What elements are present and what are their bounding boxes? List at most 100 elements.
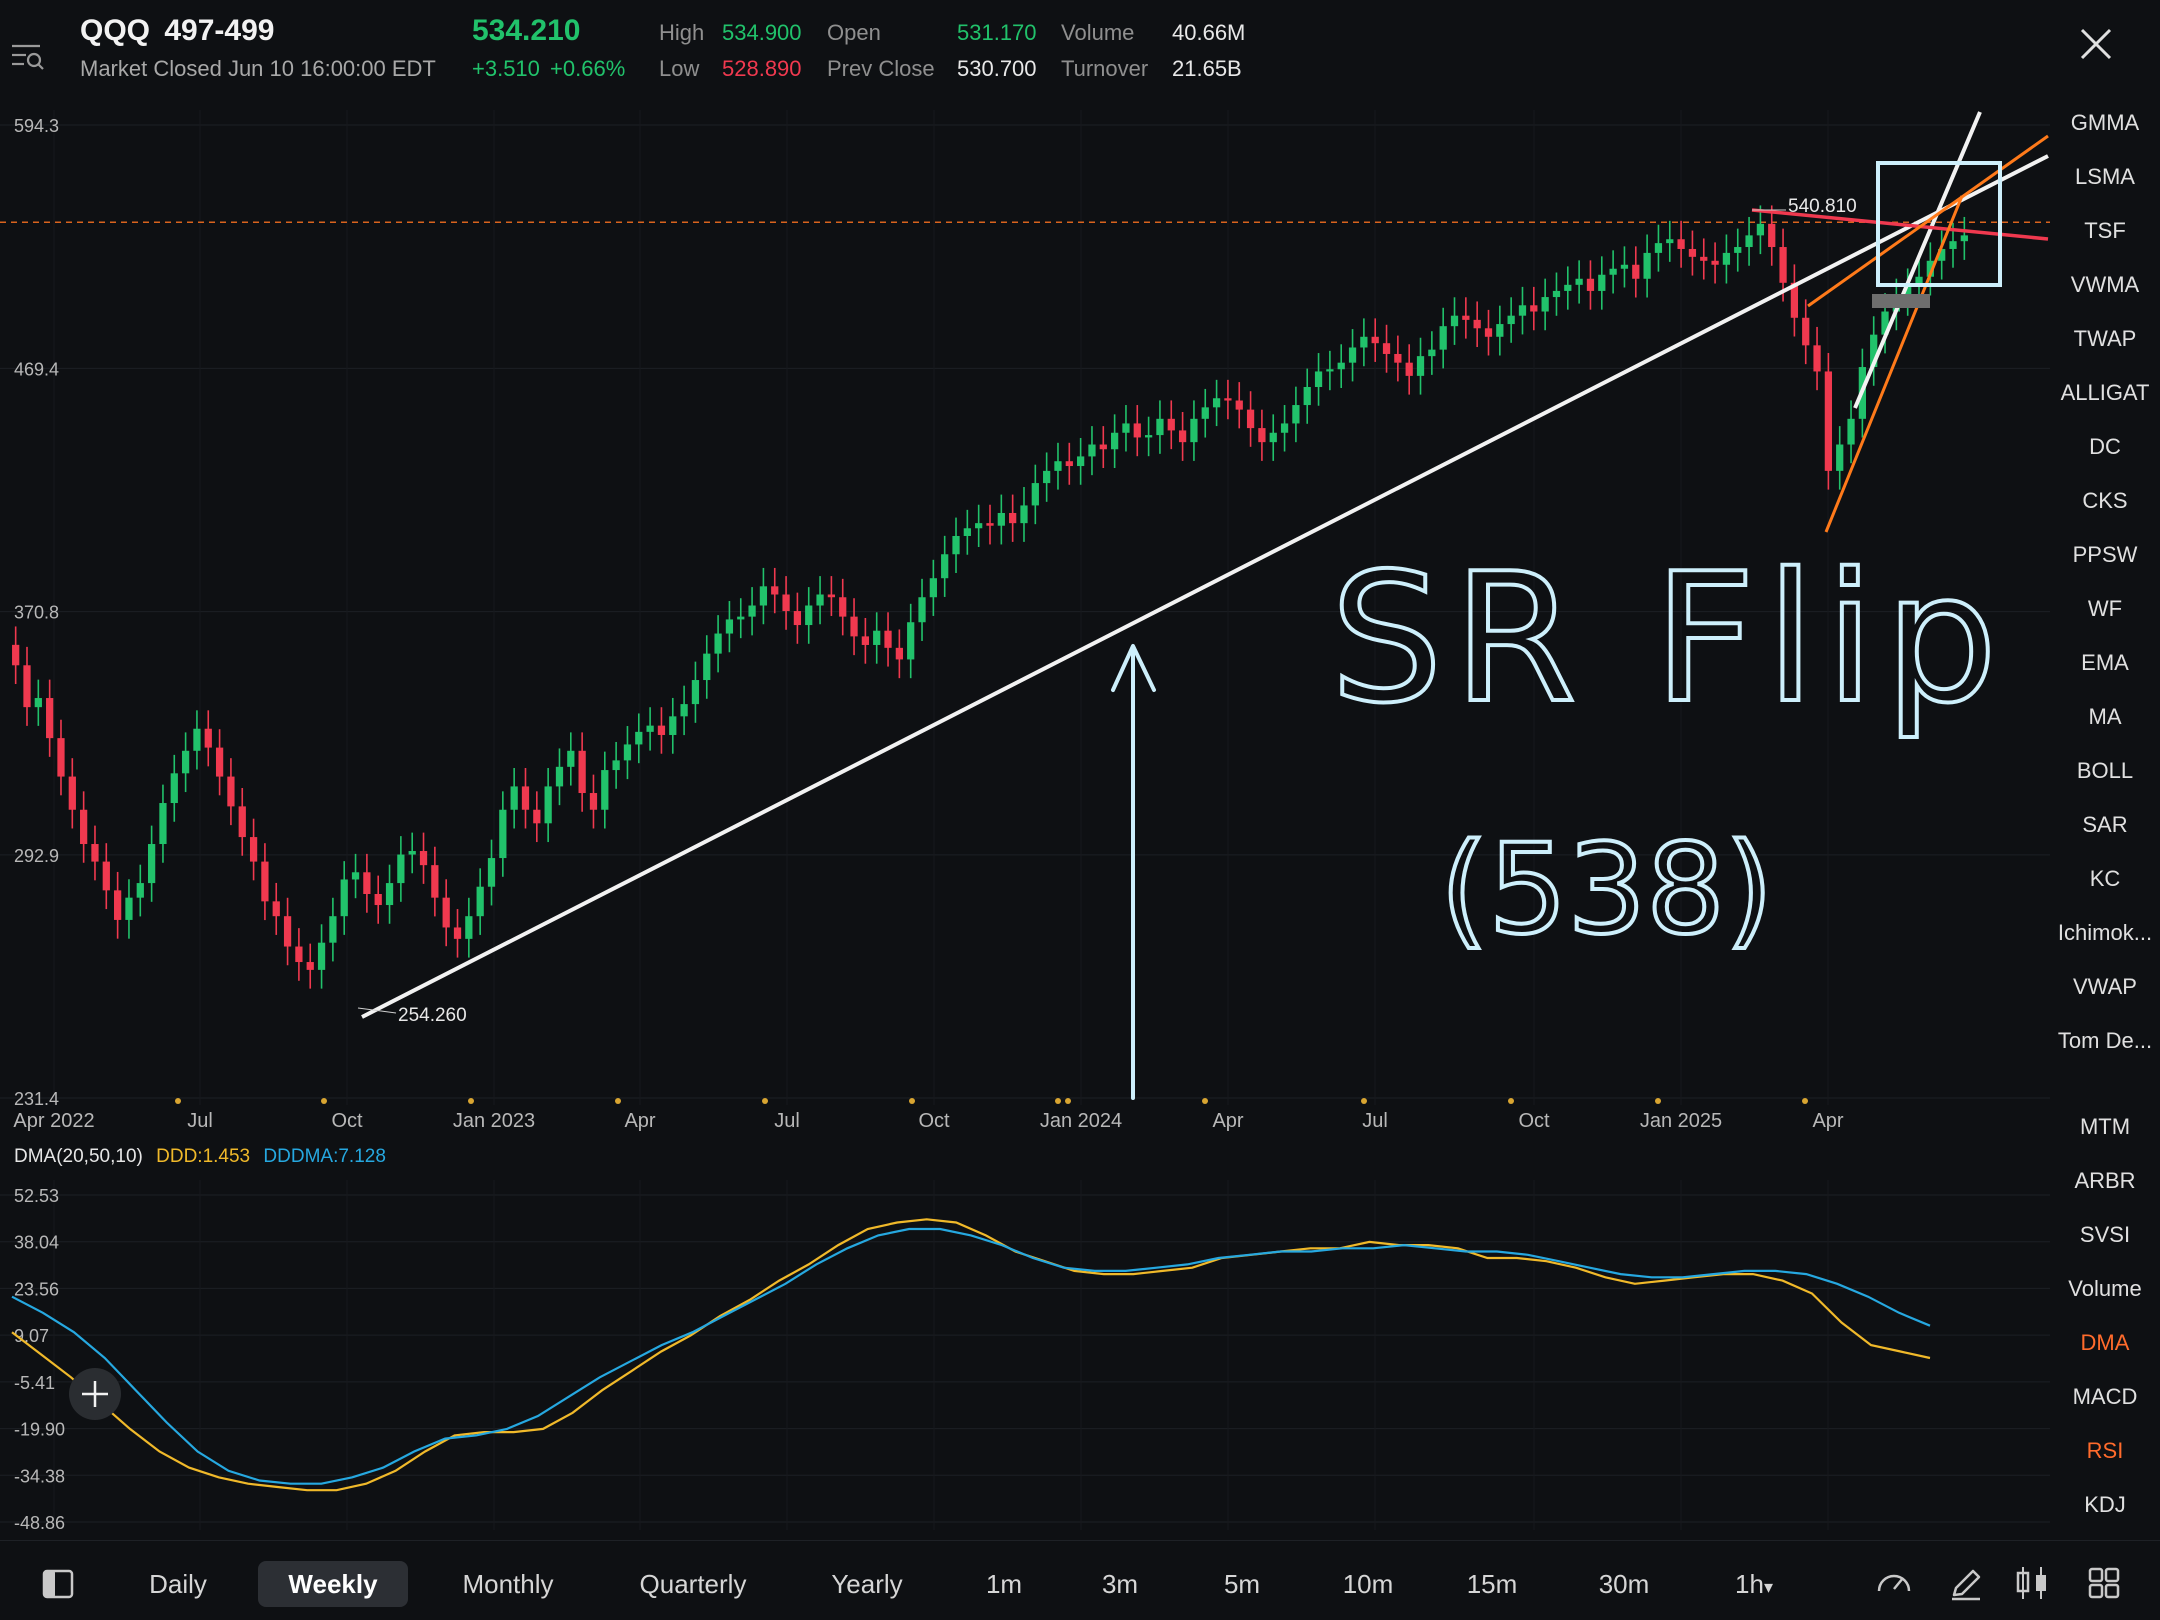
candle xyxy=(1450,297,1459,345)
grid-icon[interactable] xyxy=(2082,1561,2126,1605)
speedometer-icon[interactable] xyxy=(1872,1561,1916,1605)
candle xyxy=(1099,426,1107,468)
sidebar-indicator-volume[interactable]: Volume xyxy=(2068,1276,2142,1301)
sidebar-overlay-ma[interactable]: MA xyxy=(2088,704,2122,729)
sidebar-overlay-kc[interactable]: KC xyxy=(2089,866,2121,891)
candle xyxy=(793,592,802,644)
candle xyxy=(1722,234,1731,284)
pen-icon[interactable] xyxy=(1944,1561,1988,1605)
timeframe-1m[interactable]: 1m xyxy=(985,1569,1023,1599)
sidebar-indicator-dma[interactable]: DMA xyxy=(2080,1330,2130,1355)
sidebar-overlay-boll[interactable]: BOLL xyxy=(2076,758,2134,783)
sidebar-overlay-dc[interactable]: DC xyxy=(2089,434,2121,459)
timeframe-yearly[interactable]: Yearly xyxy=(831,1569,903,1599)
indicator-legend[interactable]: DMA(20,50,10) DDD:1.453 DDDMA:7.128 xyxy=(14,1146,394,1168)
close-icon[interactable] xyxy=(2076,24,2116,64)
candle xyxy=(1507,297,1515,343)
timeframe-15m[interactable]: 15m xyxy=(1466,1569,1518,1599)
turnover-label: Turnover xyxy=(1061,56,1149,81)
candle xyxy=(567,732,575,786)
candle xyxy=(147,825,156,902)
sidebar-overlay-wf[interactable]: WF xyxy=(2087,596,2123,621)
low-price-label: 254.260 xyxy=(398,1005,467,1026)
candle xyxy=(895,629,903,679)
timeframe-10m[interactable]: 10m xyxy=(1342,1569,1394,1599)
candle xyxy=(1043,452,1051,502)
sidebar-overlay-tsf[interactable]: TSF xyxy=(2084,218,2126,243)
sidebar-overlay-lsma[interactable]: LSMA xyxy=(2075,164,2135,189)
price-tick-label: 292.9 xyxy=(14,846,59,866)
timeframe-3m[interactable]: 3m xyxy=(1101,1569,1139,1599)
candle xyxy=(170,754,178,822)
sidebar-overlay-ppsw[interactable]: PPSW xyxy=(2072,542,2138,567)
candle xyxy=(861,617,870,664)
high-label: High xyxy=(659,20,705,45)
sidebar-overlay-vwap[interactable]: VWAP xyxy=(2073,974,2137,999)
timeframe-daily[interactable]: Daily xyxy=(149,1569,207,1599)
candle xyxy=(1246,391,1255,447)
sidebar-overlay-cks[interactable]: CKS xyxy=(2082,488,2128,513)
candle xyxy=(351,853,360,899)
sidebar-overlay-tomde[interactable]: Tom De... xyxy=(2057,1028,2153,1053)
candle xyxy=(1337,344,1345,388)
sidebar-overlay-gmma[interactable]: GMMA xyxy=(2070,110,2140,135)
candle-type-icon[interactable] xyxy=(2011,1561,2055,1605)
sidebar-overlay-alligat[interactable]: ALLIGAT xyxy=(2060,380,2150,405)
annotations: 540.810 254.260 SR Flip (538) xyxy=(357,196,2008,1100)
indicator-tick-label: 9.07 xyxy=(14,1326,49,1346)
sidebar-overlay-ichimok[interactable]: Ichimok... xyxy=(2057,920,2153,945)
low-marker-line xyxy=(357,1007,397,1014)
event-dot xyxy=(762,1098,768,1104)
timeframe-5m[interactable]: 5m xyxy=(1223,1569,1261,1599)
sidebar-indicator-rsi[interactable]: RSI xyxy=(2086,1438,2124,1463)
candle xyxy=(703,635,711,699)
candle xyxy=(1552,272,1561,316)
candle xyxy=(465,897,473,958)
sidebar-indicator-kdj[interactable]: KDJ xyxy=(2084,1492,2126,1517)
candle xyxy=(374,875,382,924)
candle xyxy=(1235,382,1243,429)
candle xyxy=(487,839,496,906)
candle xyxy=(1439,307,1447,369)
ticker-symbol: QQQ xyxy=(80,14,151,47)
sidebar-overlay-twap[interactable]: TWAP xyxy=(2073,326,2137,351)
high-price-label: 540.810 xyxy=(1788,196,1857,217)
layout-icon[interactable] xyxy=(36,1561,80,1605)
crosshair-cursor xyxy=(69,1368,121,1420)
candle xyxy=(635,713,643,764)
candle xyxy=(136,864,144,917)
sidebar-indicator-svsi[interactable]: SVSI xyxy=(2079,1222,2131,1247)
candle xyxy=(1756,205,1765,255)
sidebar-indicator-macd[interactable]: MACD xyxy=(2072,1384,2138,1409)
menu-search-icon[interactable] xyxy=(10,38,46,74)
ticker-range: 497-499 xyxy=(164,14,275,47)
event-dot xyxy=(468,1098,474,1104)
candle xyxy=(1258,409,1266,461)
candle xyxy=(1824,353,1833,490)
sidebar-overlay-ema[interactable]: EMA xyxy=(2081,650,2129,675)
candle xyxy=(317,924,326,989)
candle xyxy=(1133,405,1141,457)
date-tick-label: Jan 2023 xyxy=(453,1110,535,1132)
timeframe-30m[interactable]: 30m xyxy=(1598,1569,1650,1599)
candle xyxy=(91,825,99,881)
handwritten-sr-flip: SR Flip xyxy=(1330,535,2008,742)
sidebar-indicator-mtm[interactable]: MTM xyxy=(2079,1114,2131,1139)
candle xyxy=(1110,414,1119,468)
sidebar-overlay-sar[interactable]: SAR xyxy=(2082,812,2128,837)
candle xyxy=(397,836,405,902)
timeframe-1h[interactable]: 1h▾ xyxy=(1735,1569,1773,1599)
date-tick-label: Jul xyxy=(1362,1110,1388,1132)
candle xyxy=(986,504,994,545)
timeframe-monthly[interactable]: Monthly xyxy=(462,1569,554,1599)
sidebar-overlay-vwma[interactable]: VWMA xyxy=(2070,272,2140,297)
ddd-line xyxy=(11,1218,1931,1492)
sidebar-indicator-arbr[interactable]: ARBR xyxy=(2074,1168,2136,1193)
event-dot xyxy=(1802,1098,1808,1104)
timeframe-bar: Daily Weekly Monthly Quarterly Yearly 1m 3m 5m 1… xyxy=(0,1540,2160,1620)
timeframe-quarterly[interactable]: Quarterly xyxy=(639,1569,747,1599)
timeframe-weekly[interactable]: Weekly xyxy=(258,1561,408,1607)
date-tick-label: Oct xyxy=(331,1110,363,1132)
candle xyxy=(850,598,858,656)
